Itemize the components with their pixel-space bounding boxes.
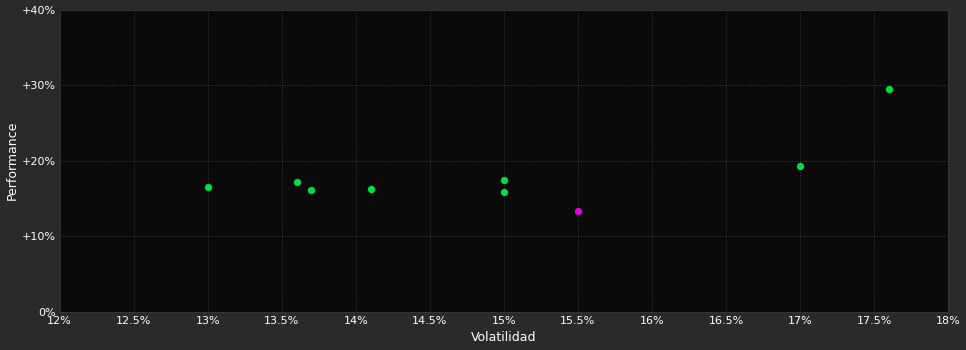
Point xyxy=(497,177,512,182)
X-axis label: Volatilidad: Volatilidad xyxy=(471,331,536,344)
Point xyxy=(570,209,585,214)
Point xyxy=(303,187,319,193)
Point xyxy=(881,86,896,92)
Point xyxy=(289,179,304,184)
Point xyxy=(792,163,808,169)
Point xyxy=(497,190,512,195)
Point xyxy=(200,184,215,190)
Point xyxy=(363,187,379,192)
Y-axis label: Performance: Performance xyxy=(6,121,18,200)
